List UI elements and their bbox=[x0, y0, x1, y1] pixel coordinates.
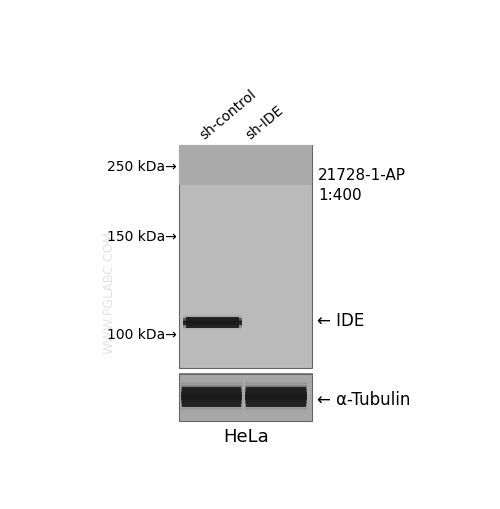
Bar bbox=[179, 375, 312, 421]
Bar bbox=[181, 407, 242, 409]
Bar bbox=[182, 331, 242, 332]
Bar bbox=[181, 394, 242, 396]
Bar bbox=[179, 146, 312, 369]
Bar bbox=[181, 397, 242, 399]
Bar bbox=[181, 385, 242, 387]
Bar bbox=[182, 320, 242, 321]
Bar bbox=[244, 407, 308, 409]
Bar bbox=[244, 403, 308, 405]
Bar bbox=[244, 398, 308, 400]
Bar bbox=[244, 389, 308, 391]
Text: 150 kDa→: 150 kDa→ bbox=[108, 230, 177, 243]
Bar bbox=[182, 312, 242, 313]
Bar bbox=[244, 386, 308, 389]
Bar bbox=[182, 387, 241, 408]
Bar bbox=[181, 395, 242, 398]
Text: ← α-Tubulin: ← α-Tubulin bbox=[316, 390, 410, 408]
Bar bbox=[182, 325, 242, 326]
Text: 100 kDa→: 100 kDa→ bbox=[108, 327, 177, 341]
Bar bbox=[244, 385, 308, 387]
Text: WWW.PGLABC.COM: WWW.PGLABC.COM bbox=[102, 230, 116, 353]
Bar bbox=[182, 328, 242, 329]
Bar bbox=[182, 312, 242, 313]
Bar bbox=[182, 325, 242, 326]
Bar bbox=[182, 317, 242, 318]
Bar bbox=[181, 400, 242, 402]
Bar bbox=[182, 330, 242, 331]
Bar bbox=[182, 328, 242, 329]
Bar bbox=[181, 382, 242, 384]
Bar bbox=[244, 412, 308, 415]
Bar bbox=[244, 397, 308, 399]
Bar bbox=[182, 322, 242, 324]
Bar bbox=[186, 318, 240, 328]
Bar bbox=[182, 327, 242, 328]
Bar bbox=[181, 410, 242, 412]
Bar bbox=[244, 388, 308, 390]
Bar bbox=[181, 388, 242, 390]
Bar bbox=[181, 411, 242, 413]
Bar bbox=[244, 401, 308, 403]
Bar bbox=[182, 332, 242, 333]
Bar bbox=[182, 321, 242, 322]
Bar bbox=[181, 389, 242, 391]
Bar bbox=[244, 381, 308, 383]
Bar bbox=[182, 319, 242, 320]
Bar bbox=[181, 404, 242, 406]
Bar bbox=[181, 384, 242, 386]
Bar bbox=[244, 391, 308, 393]
Bar bbox=[182, 320, 242, 321]
Bar bbox=[246, 387, 306, 408]
Bar bbox=[182, 314, 242, 315]
Text: 1:400: 1:400 bbox=[318, 188, 362, 203]
Bar bbox=[244, 404, 308, 406]
Bar bbox=[182, 329, 242, 330]
Text: sh-control: sh-control bbox=[197, 87, 258, 142]
Bar bbox=[181, 392, 242, 394]
Bar bbox=[244, 378, 308, 380]
Bar bbox=[244, 379, 308, 381]
Bar bbox=[181, 381, 242, 383]
Bar bbox=[244, 408, 308, 410]
Bar bbox=[181, 403, 242, 405]
Bar bbox=[181, 386, 242, 389]
Bar bbox=[181, 378, 242, 380]
Bar bbox=[181, 398, 242, 400]
Bar bbox=[179, 146, 312, 186]
Bar bbox=[244, 382, 308, 384]
Bar bbox=[182, 333, 242, 334]
Bar bbox=[181, 401, 242, 403]
Bar bbox=[244, 400, 308, 402]
Bar bbox=[182, 315, 242, 316]
Text: ← IDE: ← IDE bbox=[316, 312, 364, 330]
Bar bbox=[181, 391, 242, 393]
Bar bbox=[244, 394, 308, 396]
Bar bbox=[244, 405, 308, 407]
Bar bbox=[182, 330, 242, 332]
Bar bbox=[181, 405, 242, 407]
Text: sh-IDE: sh-IDE bbox=[244, 103, 286, 142]
Bar bbox=[182, 318, 242, 319]
Bar bbox=[182, 317, 242, 318]
Text: 250 kDa→: 250 kDa→ bbox=[108, 159, 177, 174]
Bar bbox=[182, 326, 242, 327]
Bar bbox=[181, 412, 242, 415]
Bar bbox=[182, 322, 242, 323]
Bar bbox=[181, 408, 242, 410]
Bar bbox=[182, 324, 242, 325]
Bar bbox=[182, 314, 242, 316]
Bar bbox=[244, 392, 308, 394]
Text: 21728-1-AP: 21728-1-AP bbox=[318, 167, 406, 182]
Bar bbox=[182, 316, 242, 317]
Bar bbox=[182, 313, 242, 314]
Bar bbox=[244, 384, 308, 386]
Bar bbox=[244, 410, 308, 412]
Bar bbox=[182, 323, 242, 324]
Bar bbox=[244, 411, 308, 413]
Bar bbox=[181, 379, 242, 381]
Text: HeLa: HeLa bbox=[224, 427, 269, 445]
Bar bbox=[244, 395, 308, 398]
